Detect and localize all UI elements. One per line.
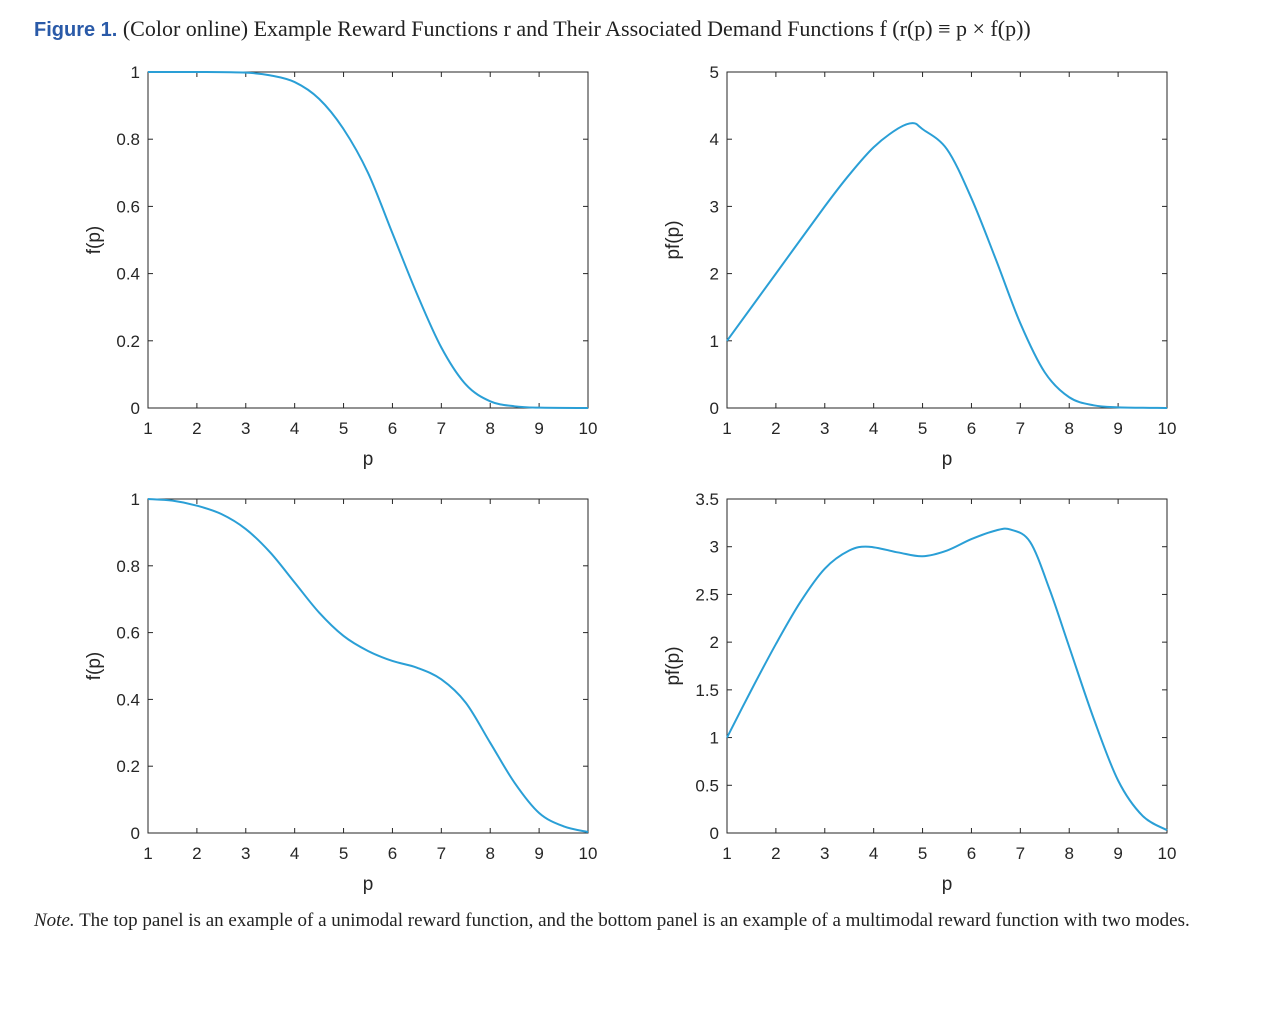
x-tick-label: 2 — [771, 419, 780, 438]
y-tick-label: 1 — [131, 63, 140, 82]
y-tick-label: 5 — [710, 63, 719, 82]
x-tick-label: 1 — [143, 844, 152, 863]
y-tick-label: 0.5 — [695, 776, 719, 795]
plot-frame — [726, 71, 1168, 409]
x-tick-label: 7 — [437, 419, 446, 438]
x-axis-label: p — [363, 449, 374, 470]
y-tick-label: 3 — [710, 538, 719, 557]
x-tick-label: 5 — [339, 419, 348, 438]
x-tick-label: 7 — [1016, 419, 1025, 438]
x-tick-label: 3 — [241, 419, 250, 438]
y-tick-label: 2 — [710, 633, 719, 652]
x-tick-label: 10 — [1158, 844, 1177, 863]
x-tick-label: 9 — [534, 844, 543, 863]
x-tick-label: 10 — [579, 419, 598, 438]
y-tick-label: 0.6 — [116, 197, 140, 216]
x-axis-label: p — [942, 874, 953, 895]
x-tick-label: 3 — [241, 844, 250, 863]
series-line — [147, 70, 589, 409]
x-tick-label: 9 — [534, 419, 543, 438]
x-tick-label: 1 — [722, 844, 731, 863]
series-line — [147, 498, 589, 833]
x-tick-label: 3 — [820, 419, 829, 438]
series-line — [726, 122, 1168, 409]
x-tick-label: 10 — [1158, 419, 1177, 438]
y-axis-label: f(p) — [84, 652, 105, 681]
y-tick-label: 1 — [710, 332, 719, 351]
x-tick-label: 8 — [1064, 419, 1073, 438]
y-tick-label: 0 — [710, 824, 719, 843]
y-tick-label: 0.4 — [116, 690, 140, 709]
x-tick-label: 5 — [339, 844, 348, 863]
x-tick-label: 9 — [1113, 419, 1122, 438]
x-tick-label: 4 — [290, 844, 299, 863]
x-tick-label: 10 — [579, 844, 598, 863]
x-tick-label: 8 — [485, 419, 494, 438]
y-axis-label: pf(p) — [663, 220, 684, 259]
y-tick-label: 0 — [710, 399, 719, 418]
figure-note: Note. The top panel is an example of a u… — [34, 908, 1249, 933]
y-tick-label: 0 — [131, 399, 140, 418]
plot-frame — [726, 498, 1168, 834]
y-tick-label: 0.8 — [116, 130, 140, 149]
y-tick-label: 0.8 — [116, 557, 140, 576]
plot-frame — [147, 71, 589, 409]
x-tick-label: 7 — [1016, 844, 1025, 863]
x-tick-label: 5 — [918, 844, 927, 863]
y-tick-label: 2.5 — [695, 585, 719, 604]
x-axis-label: p — [942, 449, 953, 470]
panel-top-left: 1 2 3 4 5 6 7 8 9 10 0 0.2 0.4 0.6 0.8 1 p f(p) — [84, 63, 597, 470]
y-axis-label: pf(p) — [663, 646, 684, 685]
y-tick-label: 4 — [710, 130, 719, 149]
x-tick-label: 1 — [143, 419, 152, 438]
y-tick-label: 3.5 — [695, 490, 719, 509]
y-axis-label: f(p) — [84, 226, 105, 255]
y-tick-label: 1 — [710, 729, 719, 748]
y-tick-label: 0.2 — [116, 757, 140, 776]
x-tick-label: 9 — [1113, 844, 1122, 863]
x-tick-label: 5 — [918, 419, 927, 438]
x-tick-label: 6 — [967, 844, 976, 863]
x-tick-label: 8 — [1064, 844, 1073, 863]
x-tick-label: 2 — [771, 844, 780, 863]
note-text: The top panel is an example of a unimoda… — [79, 910, 1190, 931]
x-tick-label: 6 — [388, 419, 397, 438]
y-tick-label: 0.6 — [116, 624, 140, 643]
y-tick-label: 0 — [131, 824, 140, 843]
x-tick-label: 2 — [192, 844, 201, 863]
y-tick-label: 0.2 — [116, 332, 140, 351]
panel-bottom-right: 1 2 3 4 5 6 7 8 9 10 0 0.5 1 1.5 2 2.5 3 3.5 p pf(p) — [663, 490, 1176, 895]
series-line — [726, 527, 1168, 832]
y-tick-label: 2 — [710, 265, 719, 284]
x-tick-label: 3 — [820, 844, 829, 863]
x-tick-label: 6 — [967, 419, 976, 438]
figure-caption-text: (Color online) Example Reward Functions … — [122, 16, 1031, 41]
plot-frame — [147, 498, 589, 834]
x-axis-label: p — [363, 874, 374, 895]
y-tick-label: 1 — [131, 490, 140, 509]
x-tick-label: 6 — [388, 844, 397, 863]
x-tick-label: 7 — [437, 844, 446, 863]
x-tick-label: 4 — [869, 419, 878, 438]
note-label: Note. — [34, 910, 75, 931]
figure-caption: Figure 1. (Color online) Example Reward … — [34, 16, 1264, 42]
panel-bottom-left: 1 2 3 4 5 6 7 8 9 10 0 0.2 0.4 0.6 0.8 1 p f(p) — [84, 490, 597, 895]
x-tick-label: 2 — [192, 419, 201, 438]
y-tick-label: 3 — [710, 197, 719, 216]
y-tick-label: 0.4 — [116, 265, 140, 284]
x-tick-label: 1 — [722, 419, 731, 438]
x-tick-label: 8 — [485, 844, 494, 863]
x-tick-label: 4 — [869, 844, 878, 863]
x-tick-label: 4 — [290, 419, 299, 438]
y-tick-label: 1.5 — [695, 681, 719, 700]
figure-label: Figure 1. — [34, 19, 118, 41]
